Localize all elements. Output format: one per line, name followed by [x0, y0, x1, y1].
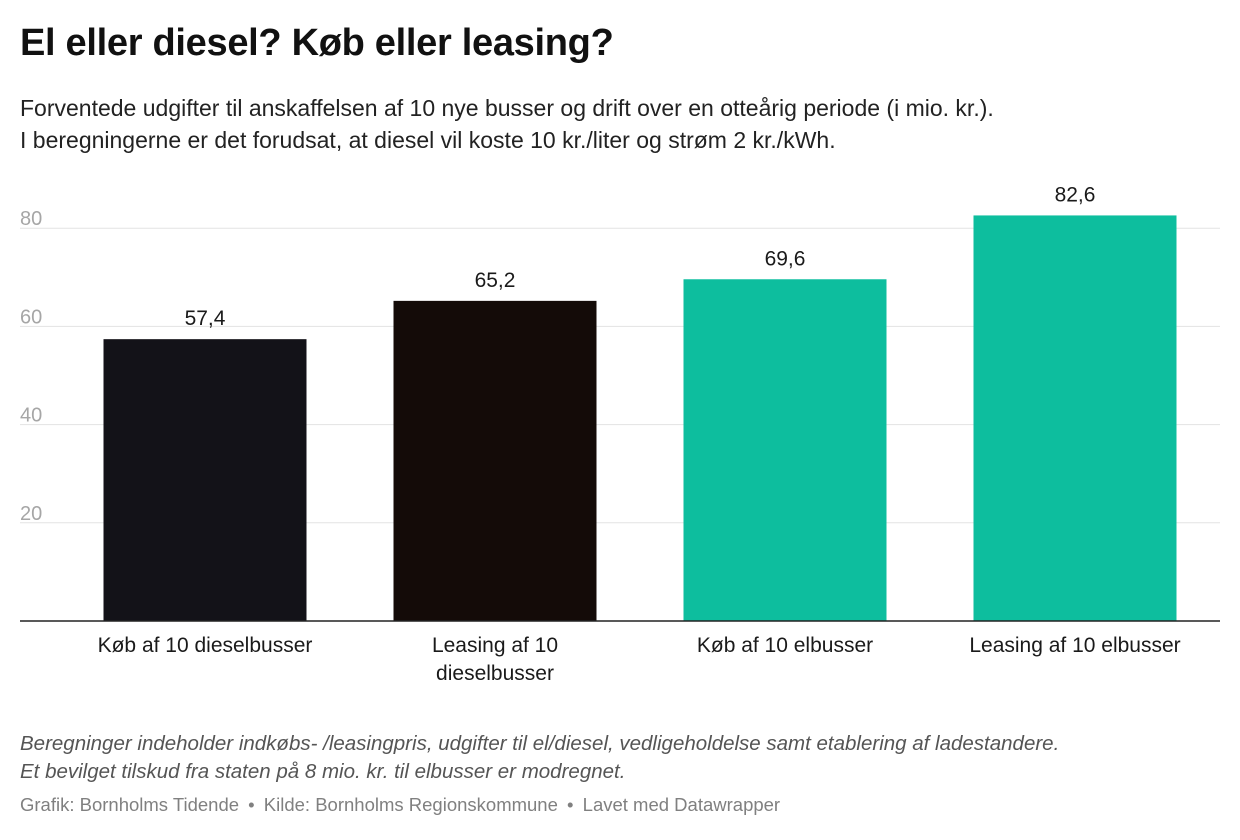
note-line-2: Et bevilget tilskud fra staten på 8 mio.…: [20, 760, 626, 783]
x-category-label: Køb af 10 dieselbusser: [98, 634, 313, 657]
note-line-1: Beregninger indeholder indkøbs- /leasing…: [20, 732, 1060, 755]
x-category-label: dieselbusser: [436, 662, 554, 685]
bar-value-label: 57,4: [185, 307, 226, 330]
chart-subtitle: Forventede udgifter til anskaffelsen af …: [20, 92, 1225, 156]
byline: Grafik: Bornholms Tidende • Kilde: Bornh…: [20, 794, 780, 816]
byline-separator: •: [248, 794, 255, 815]
subtitle-line-1: Forventede udgifter til anskaffelsen af …: [20, 95, 994, 121]
x-category-label: Leasing af 10 elbusser: [969, 634, 1180, 657]
label-layer: 57,4 Køb af 10 dieselbusser 65,2 Leasing af…: [98, 183, 1181, 685]
byline-made-with: Lavet med Datawrapper: [582, 794, 781, 815]
bar: [683, 279, 887, 621]
y-tick-label: 40: [20, 405, 42, 427]
bar-value-label: 65,2: [475, 269, 516, 292]
bar-value-label: 82,6: [1055, 183, 1096, 206]
bar: [973, 215, 1177, 621]
subtitle-line-2: I beregningerne er det forudsat, at dies…: [20, 127, 836, 153]
byline-graphic: Grafik: Bornholms Tidende: [20, 794, 240, 815]
x-category-label: Leasing af 10: [432, 634, 558, 657]
y-tick-label: 80: [20, 208, 42, 230]
byline-source: Kilde: Bornholms Regionskommune: [263, 794, 558, 815]
bar-layer: [20, 215, 1220, 622]
bar: [103, 339, 307, 621]
bar: [393, 300, 597, 621]
y-tick-label: 20: [20, 503, 42, 525]
bar-value-label: 69,6: [765, 247, 806, 270]
byline-separator: •: [567, 794, 574, 815]
bar-chart: 20 40 60 80 57,4 Køb af 10 dieselbusser 65,2 L…: [20, 183, 1220, 685]
chart-notes: Beregninger indeholder indkøbs- /leasing…: [20, 730, 1059, 786]
chart-title: El eller diesel? Køb eller leasing?: [20, 22, 614, 64]
x-category-label: Køb af 10 elbusser: [697, 634, 873, 657]
y-tick-label: 60: [20, 306, 42, 328]
